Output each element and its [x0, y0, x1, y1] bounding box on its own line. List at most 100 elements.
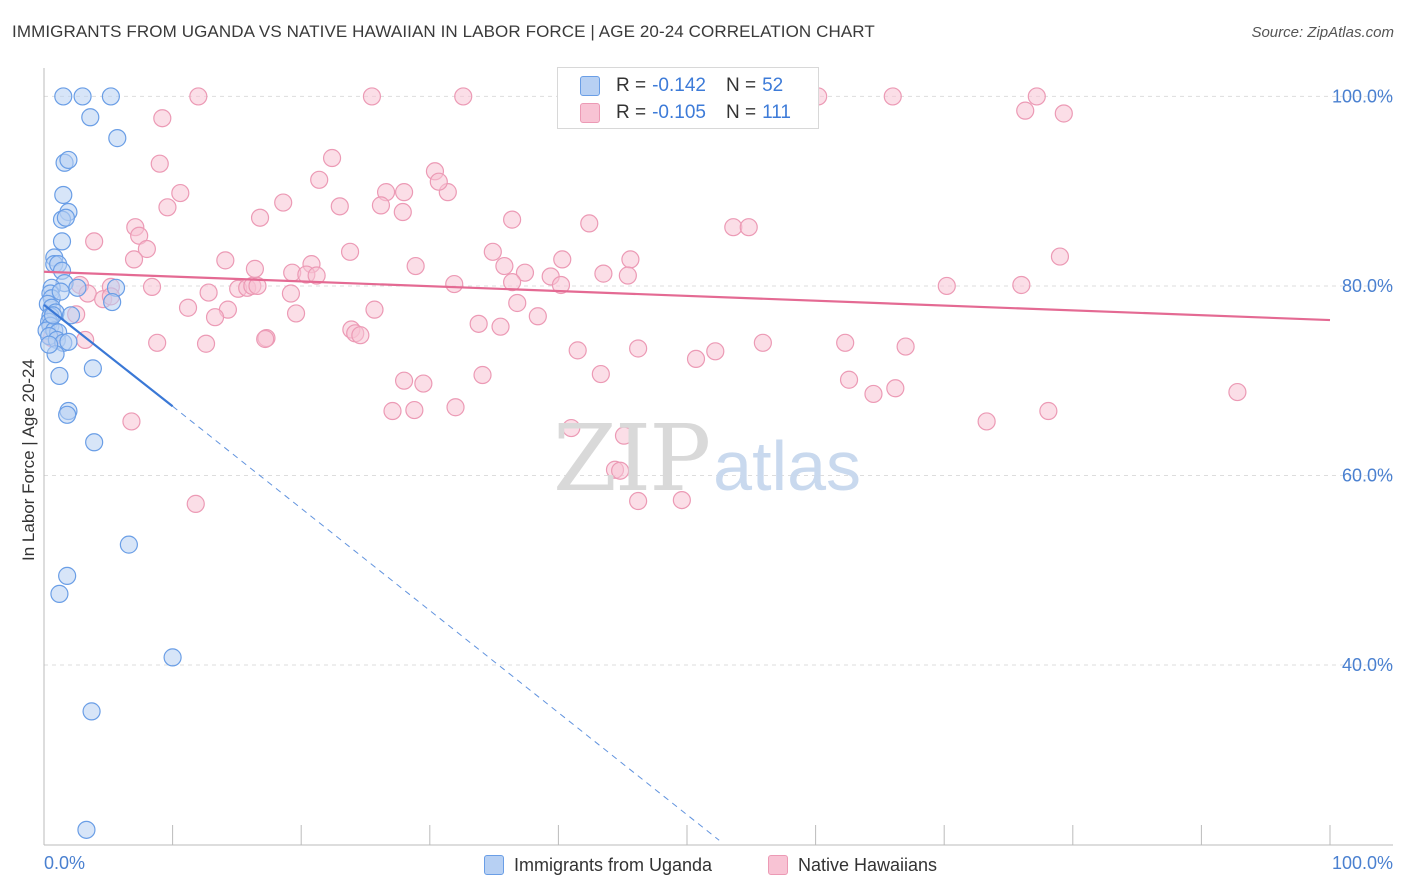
r-value: -0.142 — [652, 75, 706, 96]
hawaiian-point — [883, 87, 902, 106]
hawaiian-point — [896, 337, 915, 356]
hawaiian-point — [446, 398, 465, 417]
hawaiians-trend-line — [43, 270, 1331, 322]
hawaiian-point — [383, 401, 402, 421]
hawaiian-point — [394, 183, 414, 202]
uganda-point — [82, 702, 101, 721]
hawaiian-point — [196, 334, 216, 353]
uganda-point — [73, 87, 92, 106]
hawaiian-point — [503, 210, 522, 229]
uganda-point — [103, 292, 122, 312]
hawaiian-point — [454, 87, 473, 106]
stats-row-uganda: R = -0.142 N = 52 — [580, 73, 784, 99]
x-ticks — [43, 825, 1331, 845]
hawaiian-point — [491, 317, 510, 336]
hawaiian-point — [528, 307, 547, 326]
hawaiian-point — [724, 218, 743, 237]
x-tick-label: 0.0% — [44, 853, 85, 873]
hawaiians-swatch — [580, 103, 600, 123]
uganda-point — [54, 87, 73, 106]
hawaiian-point — [310, 170, 329, 189]
hawaiian-point — [371, 196, 391, 215]
hawaiian-point — [1054, 104, 1073, 123]
r-label: R = — [616, 75, 647, 96]
hawaiian-point — [1016, 101, 1035, 120]
legend-label-uganda: Immigrants from Uganda — [514, 854, 713, 875]
trend-lines — [43, 270, 1331, 841]
hawaiian-point — [977, 412, 996, 431]
hawaiian-point — [322, 148, 342, 168]
uganda-point — [68, 278, 87, 297]
legend-item-uganda[interactable]: Immigrants from Uganda — [484, 853, 712, 877]
uganda-point — [61, 306, 81, 325]
r-label: R = — [616, 102, 647, 123]
hawaiian-point — [393, 202, 412, 222]
hawaiian-point — [85, 232, 104, 251]
uganda-point — [59, 332, 78, 351]
hawaiian-point — [618, 266, 637, 285]
n-label: N = — [725, 102, 757, 123]
hawaiian-point — [686, 349, 706, 369]
uganda-point — [58, 566, 77, 585]
y-tick-label: 80.0% — [1342, 276, 1393, 296]
hawaiian-point — [495, 256, 514, 276]
uganda-point — [85, 433, 104, 452]
hawaiian-point — [515, 263, 535, 282]
hawaiian-point — [142, 277, 162, 296]
uganda-point — [40, 335, 59, 354]
hawaiian-point — [1039, 401, 1058, 421]
uganda-point — [77, 820, 96, 839]
hawaiian-point — [245, 259, 265, 278]
hawaiian-point — [503, 273, 522, 292]
source-credit: Source: ZipAtlas.com — [1251, 24, 1394, 41]
n-label: N = — [725, 75, 757, 96]
uganda-point — [43, 306, 63, 325]
uganda-point — [108, 129, 127, 148]
hawaiian-point — [483, 242, 502, 261]
y-axis-label: In Labor Force | Age 20-24 — [19, 359, 38, 561]
hawaiian-point — [1012, 275, 1031, 295]
uganda-trend-extension — [172, 405, 720, 841]
hawaiian-point — [1228, 382, 1247, 402]
hawaiian-point — [614, 426, 634, 445]
hawaiian-point — [562, 418, 581, 438]
uganda-point — [163, 648, 182, 667]
hawaiian-point — [886, 379, 905, 398]
hawaiian-point — [753, 333, 772, 352]
hawaiian-point — [414, 374, 433, 393]
n-value: 52 — [762, 75, 784, 96]
hawaiian-point — [351, 326, 370, 345]
uganda-point — [81, 108, 100, 127]
hawaiian-point — [171, 183, 190, 203]
uganda-point — [119, 535, 138, 554]
hawaiian-point — [445, 274, 464, 294]
hawaiian-point — [248, 276, 267, 296]
hawaiian-point — [629, 339, 648, 358]
hawaiian-point — [836, 333, 855, 352]
hawaiian-point — [365, 300, 384, 319]
y-tick-label: 60.0% — [1342, 465, 1393, 485]
hawaiian-point — [429, 172, 448, 191]
hawaiian-point — [611, 461, 630, 480]
hawaiian-point — [189, 87, 208, 106]
uganda-point — [50, 584, 69, 603]
hawaiian-point — [340, 242, 360, 261]
hawaiian-point — [148, 333, 167, 352]
hawaiian-point — [186, 494, 205, 513]
native-hawaiians-points — [42, 87, 1247, 513]
hawaiian-point — [216, 251, 235, 270]
legend-item-hawaiians[interactable]: Native Hawaiians — [768, 853, 937, 877]
stats-row-hawaiians: R = -0.105 N = 111 — [580, 100, 791, 126]
legend-swatch-uganda — [484, 855, 504, 875]
hawaiian-point — [274, 193, 293, 212]
legend-swatch-hawaiians — [768, 855, 788, 875]
uganda-trend-line — [43, 304, 174, 408]
hawaiian-point — [406, 256, 425, 276]
hawaiian-point — [153, 109, 172, 128]
hawaiian-point — [205, 308, 225, 327]
hawaiian-point — [551, 275, 571, 295]
uganda-point — [83, 359, 102, 378]
uganda-point — [59, 150, 78, 170]
hawaiian-point — [137, 239, 156, 259]
hawaiian-point — [307, 266, 326, 285]
